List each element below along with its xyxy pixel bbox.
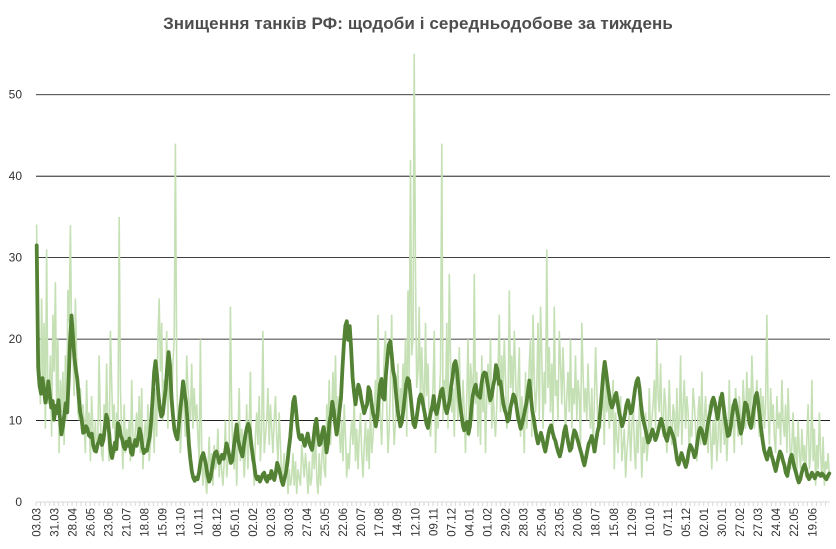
chart-title: Знищення танків РФ: щодоби і середньодоб… xyxy=(163,14,673,33)
weekly-average-line xyxy=(34,243,832,487)
x-axis: 03.03 31.03 28.04 26.05 23.06 21.07 18.08 15.09… xyxy=(31,502,826,537)
x-tick-label: 27.03 xyxy=(753,508,765,537)
x-tick-label: 04.01 xyxy=(464,508,476,537)
x-tick-label: 18.07 xyxy=(591,508,603,537)
x-tick-label: 28.04 xyxy=(67,507,79,536)
x-tick-label: 25.04 xyxy=(537,507,549,536)
x-tick-label: 15.08 xyxy=(609,508,621,537)
x-tick-label: 02.02 xyxy=(248,508,260,537)
x-tick-label: 05.12 xyxy=(681,508,693,537)
x-tick-label: 20.07 xyxy=(356,508,368,537)
y-tick-label: 20 xyxy=(9,332,23,346)
x-tick-label: 17.08 xyxy=(374,508,386,537)
x-tick-label: 19.06 xyxy=(807,508,819,537)
x-tick-label: 13.10 xyxy=(176,508,188,537)
x-tick-label: 30.03 xyxy=(284,508,296,537)
x-tick-label: 26.05 xyxy=(85,508,97,537)
x-tick-label: 22.06 xyxy=(338,508,350,537)
x-tick-label: 30.01 xyxy=(717,508,729,537)
x-tick-label: 10.11 xyxy=(194,508,206,536)
x-tick-label: 22.05 xyxy=(789,508,801,537)
y-tick-label: 40 xyxy=(9,169,23,183)
x-tick-label: 01.02 xyxy=(482,508,494,537)
x-tick-label: 10.10 xyxy=(645,508,657,537)
x-tick-label: 28.03 xyxy=(519,508,531,537)
x-tick-label: 12.09 xyxy=(627,508,639,537)
x-tick-label: 27.04 xyxy=(302,507,314,536)
x-tick-label: 20.06 xyxy=(573,508,585,537)
y-tick-label: 10 xyxy=(9,414,23,428)
x-tick-label: 02.03 xyxy=(266,508,278,537)
x-tick-label: 08.12 xyxy=(212,508,224,537)
x-tick-label: 25.05 xyxy=(320,508,332,537)
x-tick-label: 07.11 xyxy=(663,508,675,536)
x-tick-label: 02.01 xyxy=(699,508,711,537)
y-tick-label: 50 xyxy=(9,88,23,102)
x-tick-label: 31.03 xyxy=(49,508,61,537)
x-tick-label: 21.07 xyxy=(122,508,134,537)
x-tick-label: 24.04 xyxy=(771,507,783,536)
x-tick-label: 27.02 xyxy=(735,508,747,537)
x-tick-label: 05.01 xyxy=(230,508,242,537)
x-tick-label: 03.03 xyxy=(31,508,43,537)
x-tick-label: 23.05 xyxy=(555,508,567,537)
y-axis: 0 10 20 30 40 50 xyxy=(9,88,23,509)
y-tick-label: 30 xyxy=(9,251,23,265)
series-weekly-average xyxy=(34,243,832,487)
x-tick-label: 09.11 xyxy=(428,508,440,536)
x-tick-label: 12.10 xyxy=(410,508,422,537)
x-tick-label: 18.08 xyxy=(140,508,152,537)
y-tick-label: 0 xyxy=(15,495,22,509)
daily-line xyxy=(35,53,831,494)
series-daily xyxy=(35,53,831,494)
x-tick-label: 29.02 xyxy=(501,508,513,537)
x-tick-label: 23.06 xyxy=(104,508,116,537)
x-tick-label: 15.09 xyxy=(158,508,170,537)
x-tick-label: 14.09 xyxy=(392,508,404,537)
x-tick-label: 07.12 xyxy=(446,508,458,537)
